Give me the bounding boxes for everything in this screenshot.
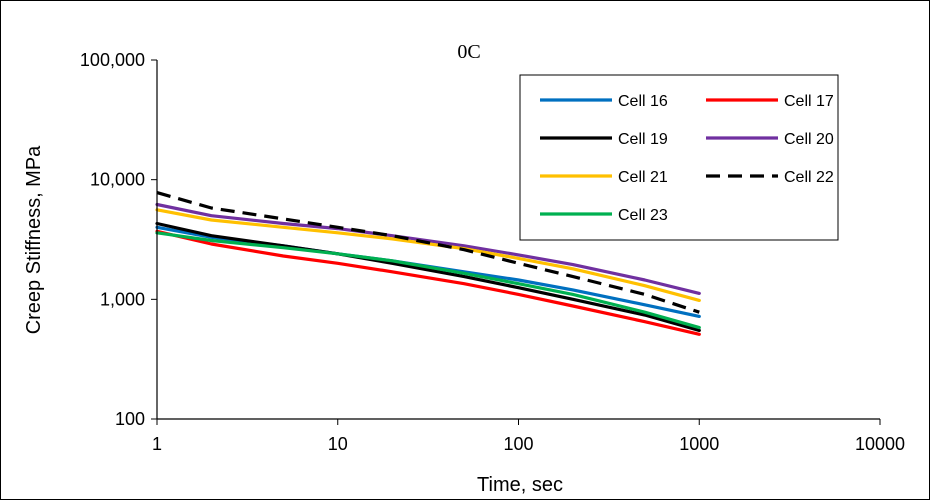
legend-label: Cell 19 bbox=[618, 131, 668, 148]
series-line-cell-20 bbox=[155, 202, 701, 295]
y-tick-label: 1,000 bbox=[100, 289, 145, 309]
x-axis-label: Time, sec bbox=[477, 474, 563, 496]
legend-label: Cell 23 bbox=[618, 207, 668, 224]
series-line-cell-22 bbox=[156, 191, 700, 314]
y-tick-label: 10,000 bbox=[90, 170, 145, 190]
legend-label: Cell 21 bbox=[618, 169, 668, 186]
y-axis-label: Creep Stiffness, MPa bbox=[23, 145, 45, 334]
series-line-cell-23 bbox=[155, 231, 701, 330]
legend-label: Cell 20 bbox=[784, 131, 834, 148]
chart-title: 0C bbox=[457, 41, 480, 63]
x-tick-label: 1 bbox=[152, 434, 162, 454]
legend-label: Cell 17 bbox=[784, 93, 834, 110]
y-tick-label: 100 bbox=[115, 409, 145, 429]
legend-label: Cell 16 bbox=[618, 93, 668, 110]
legend: Cell 16 Cell 17 Cell 19 Cell 20 Cell 21 Cell … bbox=[519, 74, 839, 241]
series-line-cell-19 bbox=[155, 221, 701, 332]
ticks-layer: 1 10 100 1000 10000 100 1,000 10,000 100,000 bbox=[80, 50, 905, 454]
x-tick-label: 10 bbox=[328, 434, 348, 454]
y-tick-label: 100,000 bbox=[80, 50, 145, 70]
legend-label: Cell 22 bbox=[784, 169, 834, 186]
series-layer bbox=[155, 191, 701, 336]
x-tick-label: 10000 bbox=[855, 434, 905, 454]
series-line-cell-17 bbox=[155, 229, 701, 336]
x-tick-label: 100 bbox=[503, 434, 533, 454]
x-tick-label: 1000 bbox=[679, 434, 719, 454]
